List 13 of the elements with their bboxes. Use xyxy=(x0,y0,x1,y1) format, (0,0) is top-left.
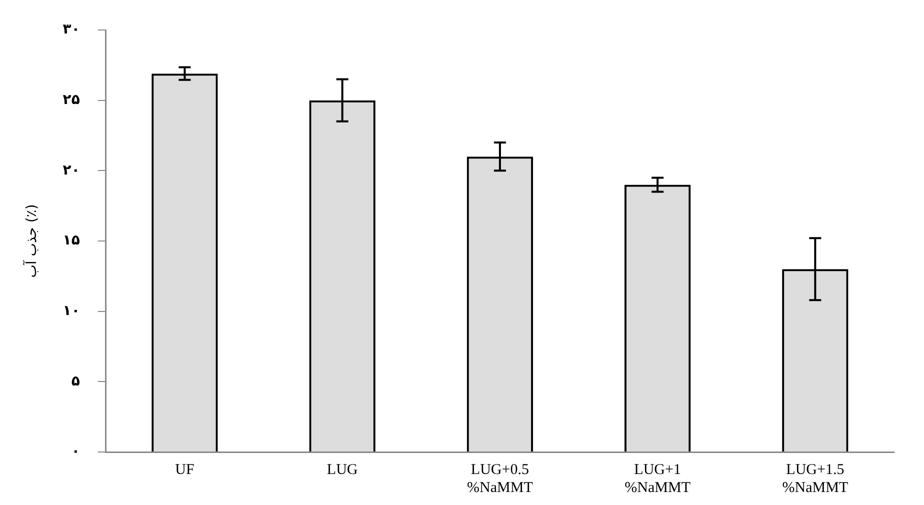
y-tick-label: ۵ xyxy=(71,373,80,390)
y-axis-title: جذب آب (٪) xyxy=(22,204,40,278)
y-tick-label: ۰ xyxy=(71,444,80,460)
x-tick-label: LUG+0.5 %NaMMT xyxy=(467,462,533,496)
y-tick-label: ۱۰ xyxy=(62,302,80,319)
x-tick-label: LUG xyxy=(326,462,358,478)
y-tick-label: ۳۰ xyxy=(62,22,80,38)
y-tick-label: ۲۵ xyxy=(62,92,80,108)
x-tick-label: LUG+1 %NaMMT xyxy=(624,462,690,496)
y-tick-label: ۲۰ xyxy=(62,162,80,178)
x-tick-label: LUG+1.5 %NaMMT xyxy=(782,462,848,496)
x-tick-label: UF xyxy=(175,462,194,478)
y-tick-label: ۱۵ xyxy=(62,232,80,249)
